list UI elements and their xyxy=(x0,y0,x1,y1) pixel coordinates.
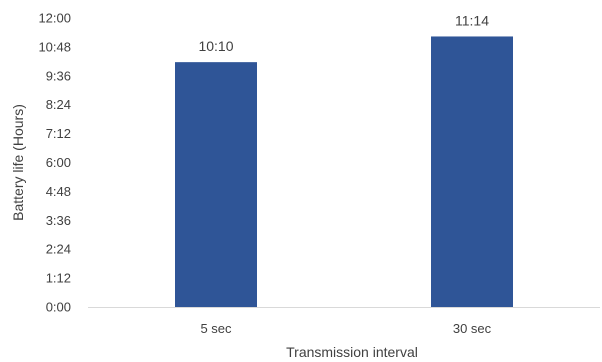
bar-data-label: 11:14 xyxy=(455,12,489,28)
y-tick-label: 12:00 xyxy=(38,11,71,26)
y-tick-label: 6:00 xyxy=(46,155,71,170)
y-tick-label: 7:12 xyxy=(46,126,71,141)
bar xyxy=(431,36,513,307)
y-tick-label: 10:48 xyxy=(38,39,71,54)
x-axis: 5 sec 30 sec xyxy=(200,321,491,336)
x-tick-label: 5 sec xyxy=(200,321,232,336)
bar xyxy=(175,62,257,307)
y-tick-label: 2:24 xyxy=(46,242,71,257)
y-tick-label: 8:24 xyxy=(46,97,71,112)
bar-data-label: 10:10 xyxy=(198,38,233,54)
y-tick-label: 1:12 xyxy=(46,271,71,286)
y-tick-label: 0:00 xyxy=(46,300,71,315)
bar-group xyxy=(175,36,513,307)
y-axis: 0:00 1:12 2:24 3:36 4:48 6:00 7:12 8:24 9:36 10:4… xyxy=(38,11,71,315)
y-axis-title: Battery life (Hours) xyxy=(10,104,26,221)
y-tick-label: 9:36 xyxy=(46,68,71,83)
y-tick-label: 4:48 xyxy=(46,184,71,199)
y-tick-label: 3:36 xyxy=(46,213,71,228)
x-tick-label: 30 sec xyxy=(453,321,492,336)
x-axis-title: Transmission interval xyxy=(286,344,418,360)
data-label-group: 10:10 11:14 xyxy=(198,12,489,54)
